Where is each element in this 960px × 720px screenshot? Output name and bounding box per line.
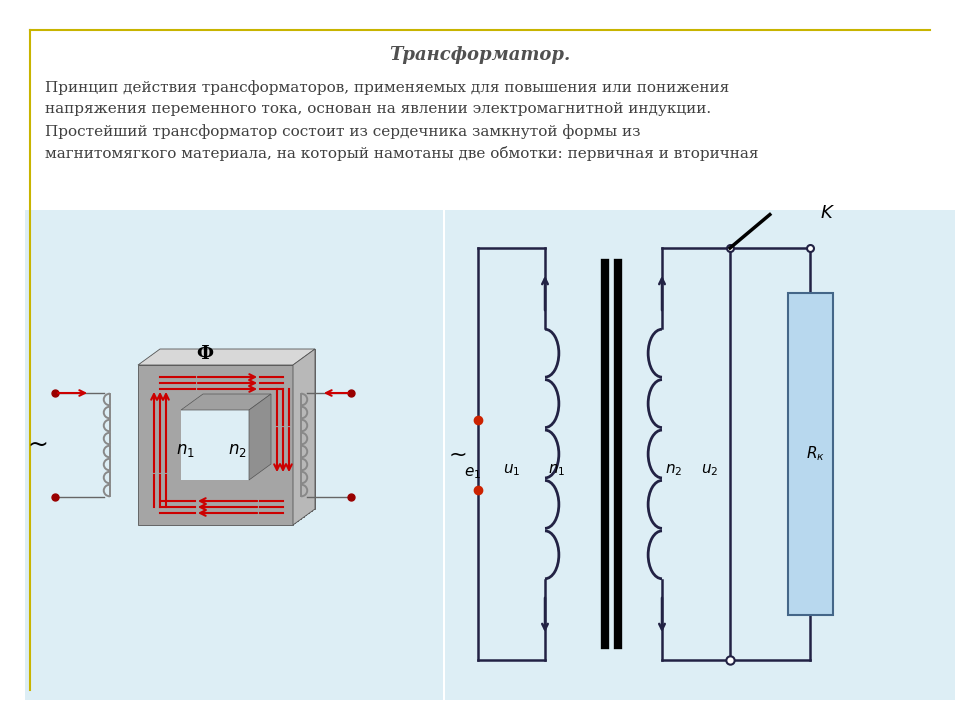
Text: $n_2$: $n_2$ (665, 462, 683, 478)
Text: $n_1$: $n_1$ (176, 441, 195, 459)
Text: $n_2$: $n_2$ (228, 441, 247, 459)
Bar (183, 408, 251, 478)
Bar (143, 361, 298, 521)
Bar (25, 210, 443, 700)
Polygon shape (293, 349, 315, 525)
Bar (154, 353, 309, 513)
Text: напряжения переменного тока, основан на явлении электромагнитной индукции.: напряжения переменного тока, основан на … (45, 102, 711, 116)
Bar (192, 402, 260, 472)
Polygon shape (181, 394, 271, 410)
Text: $K$: $K$ (821, 204, 835, 222)
Polygon shape (249, 394, 271, 480)
Text: Ф: Ф (197, 345, 213, 363)
Bar (200, 396, 268, 466)
Text: ~: ~ (28, 433, 48, 457)
Bar (181, 410, 249, 480)
Text: Простейший трансформатор состоит из сердечника замкнутой формы из: Простейший трансформатор состоит из серд… (45, 124, 640, 139)
Text: магнитомягкого материала, на который намотаны две обмотки: первичная и вторичная: магнитомягкого материала, на который нам… (45, 146, 758, 161)
Bar (186, 406, 254, 476)
Text: $R_к$: $R_к$ (805, 445, 825, 464)
Bar (149, 357, 304, 517)
Bar (189, 404, 257, 474)
Polygon shape (138, 349, 315, 365)
Bar (203, 394, 271, 464)
Bar (157, 351, 312, 511)
Bar (788, 293, 833, 615)
Text: Трансформатор.: Трансформатор. (390, 46, 570, 64)
Bar (140, 363, 295, 523)
Bar (146, 359, 301, 519)
Text: $e_1$: $e_1$ (465, 465, 482, 481)
Bar (197, 398, 265, 468)
Text: ~: ~ (448, 445, 468, 465)
Bar (138, 365, 293, 525)
Text: Принцип действия трансформаторов, применяемых для повышения или понижения: Принцип действия трансформаторов, примен… (45, 80, 730, 95)
Text: $u_1$: $u_1$ (503, 462, 520, 478)
Bar (445, 210, 955, 700)
Bar (151, 355, 306, 515)
Bar (194, 400, 262, 470)
Text: $n_1$: $n_1$ (548, 462, 565, 478)
Bar (160, 349, 315, 509)
Text: $u_2$: $u_2$ (702, 462, 719, 478)
